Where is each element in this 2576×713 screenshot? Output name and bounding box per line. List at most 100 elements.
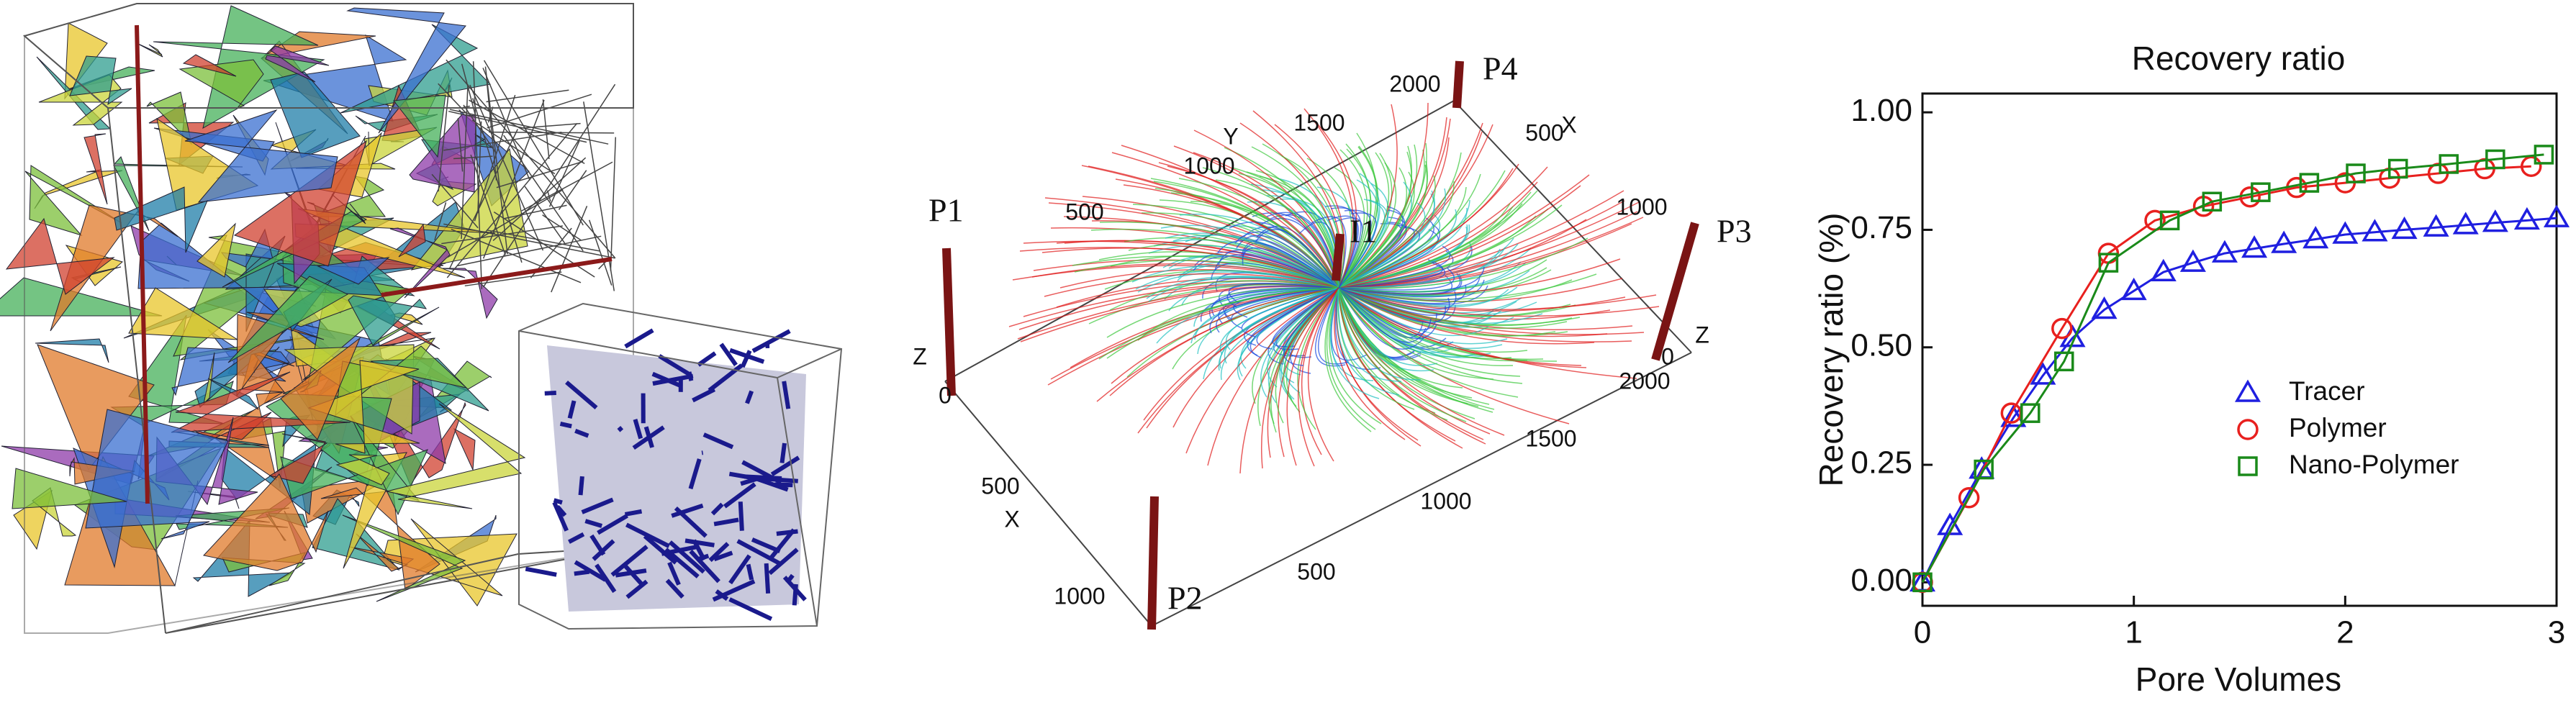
streamline: [1338, 237, 1588, 289]
streamline: [1218, 249, 1339, 289]
streamline: [1338, 275, 1481, 298]
series-line: [1921, 153, 2544, 583]
streamline: [1260, 287, 1339, 398]
streamline: [1237, 287, 1339, 381]
fracture-edge: [486, 89, 569, 103]
streamline: [1338, 175, 1436, 289]
fracture-edge: [504, 204, 567, 219]
axis-label: Y: [1223, 123, 1238, 149]
fracture-edge: [464, 271, 562, 287]
fracture-edge: [610, 137, 617, 271]
fracture-edge: [471, 119, 556, 175]
fracture: [24, 165, 122, 236]
series-line: [1921, 217, 2557, 583]
streamline: [1334, 167, 1365, 289]
axis-tick: 1000: [1183, 153, 1234, 178]
fracture-edge: [443, 132, 562, 151]
mesh-fracture: [782, 381, 791, 409]
fracture-edge: [449, 129, 518, 269]
mesh-fracture: [555, 504, 567, 517]
streamline: [1330, 287, 1380, 399]
streamline: [1281, 155, 1345, 289]
streamline: [1330, 207, 1362, 289]
marker: [2251, 182, 2271, 202]
mesh-fracture: [751, 329, 791, 353]
streamline: [1283, 287, 1339, 366]
x-tick-label: 3: [2548, 615, 2565, 650]
y-axis-label: Recovery ratio (%): [1812, 213, 1850, 487]
marker: [2091, 296, 2118, 319]
mesh-fracture: [668, 540, 705, 574]
streamline: [1338, 287, 1660, 317]
streamline: [1326, 287, 1376, 430]
mesh-fracture: [708, 542, 730, 563]
streamline: [1098, 287, 1339, 360]
fracture: [442, 268, 498, 319]
mesh-fracture: [578, 476, 584, 496]
mesh-fracture: [667, 561, 681, 586]
fracture-edge: [438, 85, 450, 192]
mesh-fracture: [713, 517, 739, 527]
fracture: [12, 468, 127, 509]
marker: [2098, 253, 2119, 273]
well-label: P2: [1167, 580, 1203, 617]
mesh-fracture: [559, 422, 572, 429]
mesh-fracture: [625, 579, 648, 599]
marker: [2051, 317, 2073, 340]
fracture: [85, 409, 229, 540]
marker: [2159, 210, 2180, 231]
mesh-fracture: [712, 579, 756, 602]
mesh-fracture: [723, 482, 756, 509]
fracture-edge: [485, 76, 497, 181]
streamline: [1338, 279, 1573, 303]
fracture: [136, 42, 163, 58]
streamline: [1242, 247, 1339, 289]
mesh-fracture: [671, 503, 704, 518]
streamline: [1338, 162, 1397, 289]
well-label: P4: [1483, 50, 1518, 87]
marker: [2521, 155, 2542, 177]
streamline: [1338, 152, 1390, 289]
marker: [2513, 206, 2540, 230]
mesh-fracture: [740, 350, 752, 368]
streamline: [1106, 286, 1339, 338]
legend-marker: [2234, 379, 2261, 402]
streamline: [1338, 215, 1537, 289]
marker: [1958, 487, 1980, 509]
axis-tick: 500: [1065, 199, 1103, 224]
x-axis-label: Pore Volumes: [2136, 660, 2341, 698]
streamline: [1338, 211, 1638, 289]
mesh-fracture: [624, 509, 643, 517]
streamline: [1031, 263, 1339, 289]
streamline: [1146, 276, 1339, 299]
marker: [2054, 351, 2074, 372]
mesh-fracture: [753, 476, 789, 492]
fracture-edge: [470, 154, 506, 255]
mesh-fracture: [759, 476, 798, 483]
streamline: [1278, 287, 1339, 458]
streamline: [1272, 287, 1339, 348]
axis-tick: 0: [939, 382, 952, 408]
marker: [2179, 249, 2206, 272]
streamline: [1338, 188, 1446, 289]
streamline: [1297, 287, 1339, 430]
marker: [2482, 209, 2508, 232]
marker: [2120, 277, 2147, 301]
streamline: [1338, 287, 1637, 379]
axis-tick: 500: [981, 473, 1019, 499]
marker: [1912, 572, 1933, 593]
streamline: [1303, 108, 1354, 289]
fracture-edge: [446, 122, 578, 278]
streamline: [1338, 287, 1463, 389]
mesh-fracture: [574, 569, 590, 576]
fracture-edge: [496, 160, 584, 189]
domain-box: [944, 99, 1692, 627]
fracture: [83, 133, 108, 205]
streamline: [1249, 287, 1339, 358]
y-tick-label: 0.50: [1850, 327, 1912, 363]
fracture: [386, 403, 526, 509]
streamline: [1338, 287, 1450, 316]
fracture: [113, 156, 243, 232]
streamline: [1023, 240, 1339, 289]
mesh-fracture: [658, 354, 690, 376]
